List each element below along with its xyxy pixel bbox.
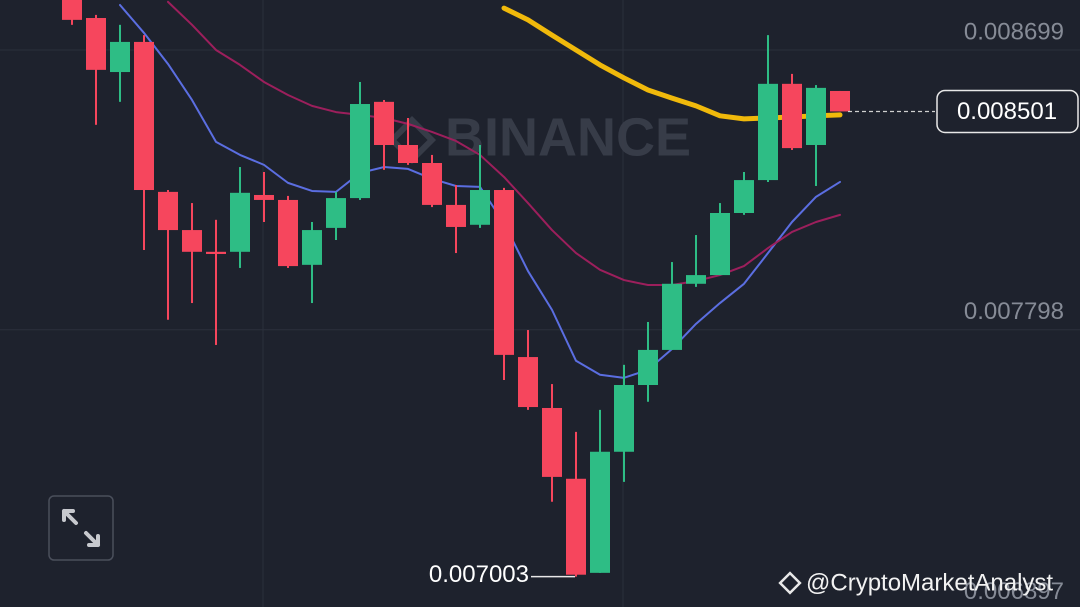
candle-body — [446, 204, 466, 227]
expand-button-frame[interactable] — [48, 495, 114, 561]
candle-body — [398, 144, 418, 164]
candle-body — [830, 90, 850, 112]
candle-body — [374, 101, 394, 145]
credit: @CryptoMarketAnalyst — [778, 569, 1053, 596]
y-tick-label: 0.008699 — [964, 18, 1064, 45]
expand-icon — [62, 509, 100, 547]
grid — [0, 49, 1080, 331]
candle-body — [638, 349, 658, 386]
candle-body — [782, 83, 802, 149]
candle-body — [86, 18, 106, 70]
candle-body — [686, 275, 706, 284]
candle-body — [614, 385, 634, 452]
candle-body — [470, 190, 490, 225]
low-label: 0.007003 — [429, 561, 529, 588]
candle-body — [758, 83, 778, 181]
candle-body — [254, 194, 274, 200]
candle-body — [662, 283, 682, 350]
y-tick-label: 0.007798 — [964, 298, 1064, 325]
candles — [62, 0, 850, 577]
credit-text: @CryptoMarketAnalyst — [806, 569, 1053, 596]
candle-body — [518, 357, 538, 408]
candle-body — [542, 407, 562, 477]
credit-logo — [778, 571, 802, 595]
current-price-label: 0.008501 — [957, 98, 1057, 125]
watermark: BINANCE — [387, 107, 691, 167]
candle-body — [158, 191, 178, 231]
labels: 0.008699 0.007798 0.006897 0.008501 0.007003 — [429, 18, 1079, 605]
candle-body — [350, 104, 370, 199]
candle-body — [326, 198, 346, 228]
candle-body — [182, 230, 202, 252]
candle-body — [590, 451, 610, 573]
candle-body — [734, 180, 754, 213]
candle-body — [278, 199, 298, 267]
candle-body — [710, 212, 730, 276]
candle-body — [134, 41, 154, 191]
candle-body — [422, 163, 442, 205]
candle-body — [62, 0, 82, 20]
current-price-box — [936, 89, 1079, 134]
y-tick-label: 0.006897 — [964, 578, 1064, 605]
candle-body — [566, 478, 586, 575]
expand-button[interactable] — [48, 495, 114, 561]
watermark-text: BINANCE — [445, 107, 691, 167]
candle-body — [806, 87, 826, 145]
candle-body — [230, 192, 250, 252]
candle-body — [206, 251, 226, 254]
candle-body — [110, 41, 130, 73]
candle-body — [494, 190, 514, 355]
candle-body — [302, 230, 322, 265]
